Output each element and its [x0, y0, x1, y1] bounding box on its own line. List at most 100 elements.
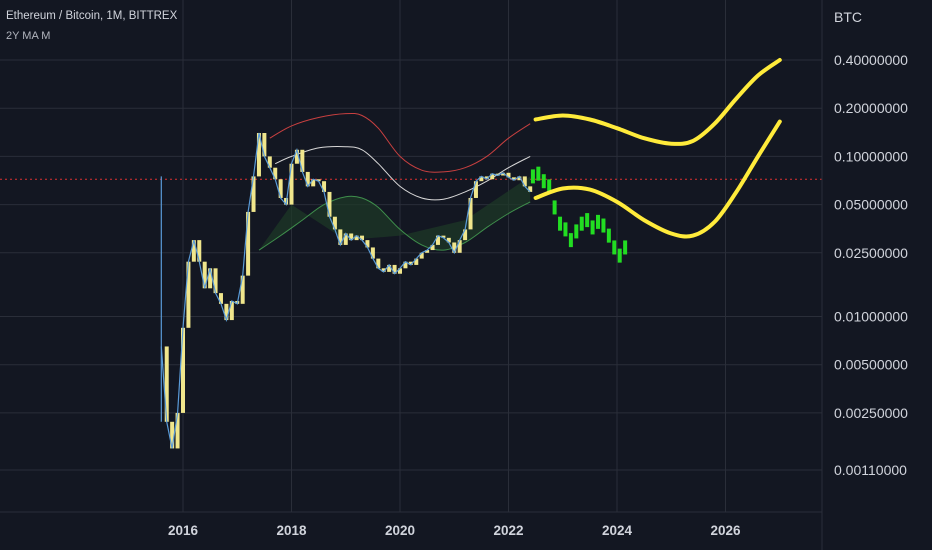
projection-candle: [574, 224, 579, 239]
x-tick-label: 2020: [385, 523, 415, 538]
price-candle: [408, 261, 413, 265]
price-candle: [495, 173, 500, 176]
price-candle: [224, 303, 229, 321]
y-tick-label: 0.00250000: [834, 405, 908, 421]
lower-band-fill: [259, 176, 531, 251]
projection-candle: [536, 166, 541, 181]
price-candle: [213, 268, 218, 294]
y-tick-label: 0.02500000: [834, 245, 908, 261]
y-tick-label: 0.01000000: [834, 309, 908, 325]
price-candle: [452, 242, 457, 253]
price-candle: [170, 421, 175, 449]
projection-candle: [623, 240, 628, 255]
price-candle: [208, 268, 213, 289]
price-candle: [360, 235, 365, 241]
price-candle: [267, 156, 272, 168]
projection-candle: [558, 216, 563, 231]
price-candle: [468, 197, 473, 230]
x-tick-label: 2026: [710, 523, 741, 538]
y-tick-label: 0.10000000: [834, 148, 908, 164]
bands-layer: [258, 112, 531, 251]
price-candle: [403, 261, 408, 269]
projection-candle: [579, 216, 584, 231]
price-candle: [300, 149, 305, 172]
price-candle: [473, 181, 478, 198]
price-candle: [294, 149, 299, 164]
axes-layer: 0.40000000 0.20000000 0.10000000 0.05000000…: [0, 0, 908, 550]
upper-band-line: [269, 112, 531, 173]
price-candle: [322, 181, 327, 192]
price-candle: [484, 176, 489, 180]
price-candle: [175, 412, 180, 449]
lower-band-line: [258, 195, 531, 251]
projection-lower-curve: [533, 119, 782, 239]
price-candle: [343, 233, 348, 245]
x-tick-label: 2018: [276, 523, 307, 538]
projection-candle: [617, 248, 622, 263]
price-candle: [316, 179, 321, 182]
price-candle: [289, 163, 294, 205]
price-candle: [311, 179, 316, 187]
price-candle: [349, 233, 354, 241]
projection-upper-curve: [533, 58, 782, 146]
price-candle: [398, 268, 402, 274]
price-candle: [354, 235, 359, 241]
projection-candle: [590, 220, 595, 235]
y-tick-label: 0.05000000: [834, 197, 908, 213]
price-candle: [376, 258, 381, 269]
price-candle: [517, 176, 522, 181]
projection-candle: [530, 169, 535, 184]
price-candle: [522, 176, 527, 187]
price-candle: [528, 186, 533, 192]
projection-candle: [596, 214, 601, 229]
price-candle: [501, 172, 506, 176]
price-candle: [441, 235, 446, 238]
projection-candle: [568, 233, 573, 248]
x-tick-label: 2016: [168, 523, 199, 538]
projection-candle: [547, 179, 552, 194]
projection-candle: [612, 240, 617, 255]
projection-candle: [601, 218, 606, 233]
price-candle: [197, 240, 202, 262]
price-candle: [251, 176, 256, 212]
grid-lines: [0, 0, 822, 512]
price-candle: [419, 252, 424, 259]
projection-candle: [563, 222, 568, 237]
price-candle: [490, 173, 495, 180]
price-candle: [387, 264, 392, 272]
price-candle: [278, 179, 283, 198]
y-tick-label: 0.00500000: [834, 357, 908, 373]
currency-label: BTC: [834, 9, 862, 25]
price-candle: [457, 240, 462, 253]
price-candle: [435, 235, 440, 245]
mid-band-line: [274, 146, 531, 201]
chart-title: Ethereum / Bitcoin, 1M, BITTREX: [6, 10, 178, 22]
price-line: [160, 132, 531, 449]
projection-candle: [552, 200, 557, 215]
y-tick-label: 0.20000000: [834, 100, 908, 116]
price-candle: [511, 177, 516, 181]
price-candle: [446, 237, 451, 243]
price-candle: [181, 327, 185, 413]
projection-candle: [541, 174, 546, 189]
projection-candle: [585, 213, 590, 228]
price-candle: [240, 275, 245, 304]
x-tick-label: 2022: [493, 523, 523, 538]
price-candle: [256, 133, 261, 177]
price-candle: [218, 293, 223, 304]
price-candle: [229, 300, 234, 321]
price-candle: [381, 268, 386, 272]
y-tick-label: 0.40000000: [834, 52, 908, 68]
price-candle: [191, 240, 196, 262]
projection-candle: [606, 228, 611, 243]
price-candle: [463, 229, 468, 241]
price-candle: [370, 247, 375, 259]
price-candle: [479, 176, 484, 182]
price-candle: [186, 261, 191, 328]
price-candle: [338, 229, 343, 245]
price-candle: [202, 261, 207, 289]
price-candle: [332, 216, 337, 230]
x-tick-label: 2024: [602, 523, 633, 538]
price-candle: [164, 346, 169, 422]
